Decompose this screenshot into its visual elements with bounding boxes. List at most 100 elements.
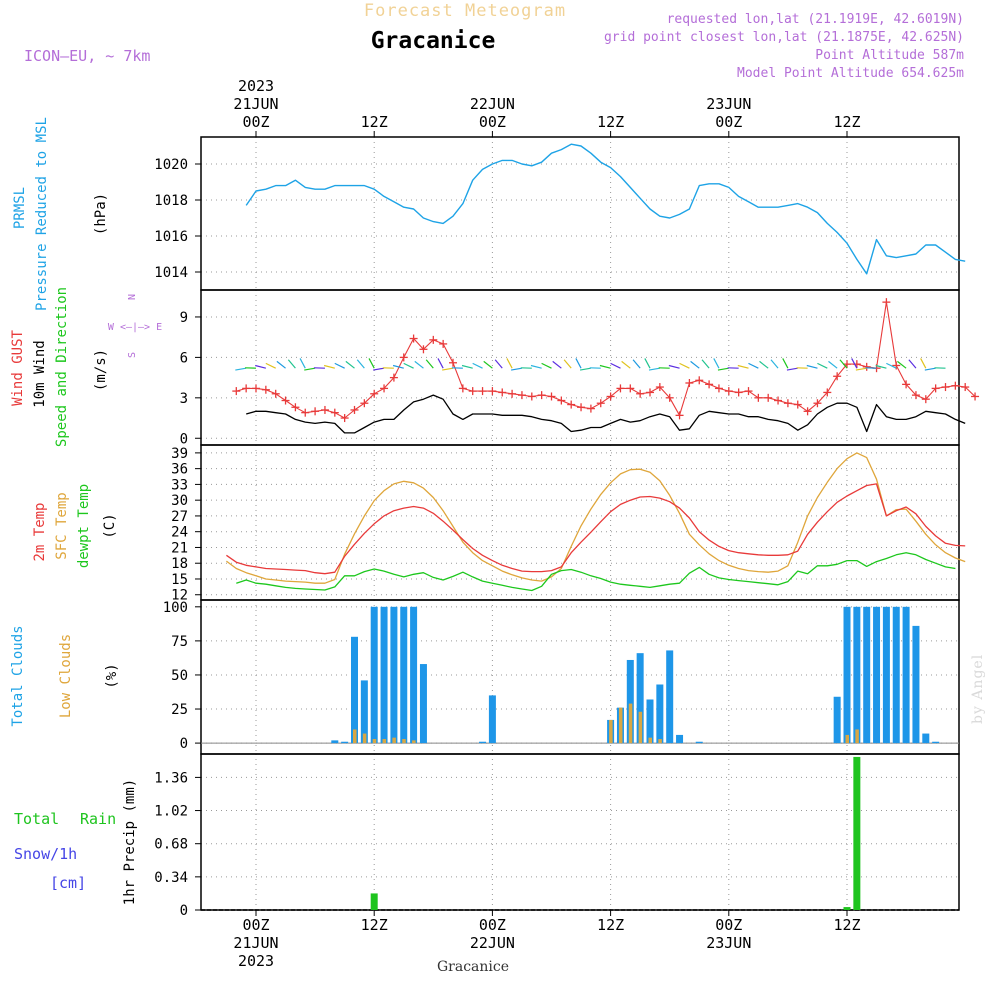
total-clouds-bar <box>922 733 930 744</box>
bottom-time-label: 21JUN <box>233 934 278 952</box>
wind-direction-arrow <box>506 358 513 369</box>
location-title: Gracanice <box>371 28 496 54</box>
wind-direction-arrow <box>748 362 759 369</box>
precip-ytick-label: 0 <box>180 903 188 919</box>
gust-marker <box>350 405 359 414</box>
top-time-label: 00Z <box>242 113 269 131</box>
gust-marker <box>823 388 832 397</box>
gust-marker <box>508 389 517 398</box>
pressure-ytick-label: 1016 <box>154 229 188 245</box>
bottom-time-label: 12Z <box>833 916 860 934</box>
wind-direction-arrow <box>414 360 424 369</box>
gust-marker <box>537 391 546 400</box>
gust-marker <box>902 380 911 389</box>
low-clouds-bar <box>845 734 849 744</box>
wind-direction-arrow <box>875 364 887 369</box>
wind-10m-label: 10m Wind <box>32 340 48 407</box>
gust-marker <box>370 389 379 398</box>
gust-marker <box>527 392 536 401</box>
gust-marker <box>734 388 743 397</box>
clouds-ytick-label: 75 <box>171 634 188 650</box>
total-clouds-bar <box>646 699 654 744</box>
compass-n: N <box>127 294 138 300</box>
total-clouds-bar <box>676 734 684 744</box>
total-clouds-bar <box>331 740 339 744</box>
total-clouds-bar <box>863 606 871 744</box>
gust-line <box>236 301 976 419</box>
wind-direction-arrow <box>782 358 789 369</box>
gust-marker <box>764 393 773 402</box>
rain-label-rain: Rain <box>80 810 116 828</box>
bottom-time-label: 00Z <box>715 916 742 934</box>
wind-direction-arrow <box>855 367 867 371</box>
snow-unit-label: [cm] <box>50 874 86 892</box>
temperature-ytick-label: 33 <box>171 477 188 493</box>
low-clouds-label: Low Clouds <box>58 634 74 718</box>
gust-marker <box>793 400 802 409</box>
low-clouds-bar <box>855 729 859 744</box>
gust-marker <box>941 383 950 392</box>
wind-dir-label: Speed and Direction <box>54 287 70 447</box>
gust-marker <box>271 389 280 398</box>
gust-marker <box>252 384 260 393</box>
wind-direction-arrow <box>334 362 345 369</box>
wind-direction-arrow <box>839 359 848 369</box>
temperature-ytick-label: 12 <box>171 588 188 604</box>
gust-marker <box>320 405 329 414</box>
clouds-ytick-label: 50 <box>171 668 188 684</box>
wind-direction-arrow <box>575 358 582 369</box>
gust-marker <box>567 400 576 409</box>
wind-line <box>246 394 966 434</box>
low-clouds-bar <box>628 703 633 744</box>
gust-marker <box>389 373 398 382</box>
wind-direction-arrow <box>287 359 296 369</box>
gust-marker <box>517 391 526 400</box>
gust-marker <box>330 408 339 417</box>
wind-direction-arrow <box>392 364 404 369</box>
wind-direction-arrow <box>690 360 700 369</box>
wind-direction-arrow <box>717 367 729 371</box>
gust-marker <box>458 384 467 393</box>
wind-direction-arrow <box>472 362 483 369</box>
wind-direction-arrow <box>265 362 276 369</box>
wind-direction-arrow <box>737 364 749 369</box>
rain-bar <box>370 893 378 910</box>
gust-marker <box>360 399 369 408</box>
wind-direction-arrow <box>920 358 927 369</box>
low-clouds-bar <box>372 739 377 744</box>
wind-direction-arrow <box>541 362 552 369</box>
compass-s: S <box>127 352 138 358</box>
wind-ytick-label: 3 <box>180 391 188 407</box>
gridpoint-coords: grid point closest lon,lat (21.1875E, 42… <box>604 30 964 45</box>
gust-marker <box>577 403 586 412</box>
pressure-label-2: Pressure Reduced to MSL <box>34 117 50 311</box>
temperature-ytick-label: 30 <box>171 493 188 509</box>
gust-marker <box>971 392 980 401</box>
low-clouds-bar <box>618 707 623 744</box>
gust-marker <box>596 399 605 408</box>
wind-direction-arrow <box>886 362 897 369</box>
pressure-line <box>245 143 966 275</box>
wind-direction-arrow <box>770 359 779 369</box>
low-clouds-bar <box>402 739 406 744</box>
wind-direction-arrow <box>828 360 838 369</box>
gust-marker <box>626 384 635 393</box>
sfc-temp-line <box>226 452 966 584</box>
wind-direction-arrow <box>679 362 690 369</box>
wind-direction-arrow <box>668 364 680 369</box>
bottom-time-label: 12Z <box>361 916 388 934</box>
gust-marker <box>281 396 290 405</box>
temp-dew-label: dewpt Temp <box>76 484 92 568</box>
model-altitude: Model Point Altitude 654.625m <box>737 66 964 81</box>
compass-we: W <—|—> E <box>108 322 162 333</box>
top-time-label: 00Z <box>715 113 742 131</box>
temperature-ytick-label: 21 <box>171 540 188 556</box>
wind-direction-arrow <box>235 367 247 371</box>
gust-marker <box>291 403 300 412</box>
credit: by Angel <box>970 654 986 724</box>
temperature-ytick-label: 36 <box>171 462 188 478</box>
gust-marker <box>478 387 487 396</box>
gust-marker <box>429 335 438 344</box>
clouds-ytick-label: 25 <box>171 702 188 718</box>
